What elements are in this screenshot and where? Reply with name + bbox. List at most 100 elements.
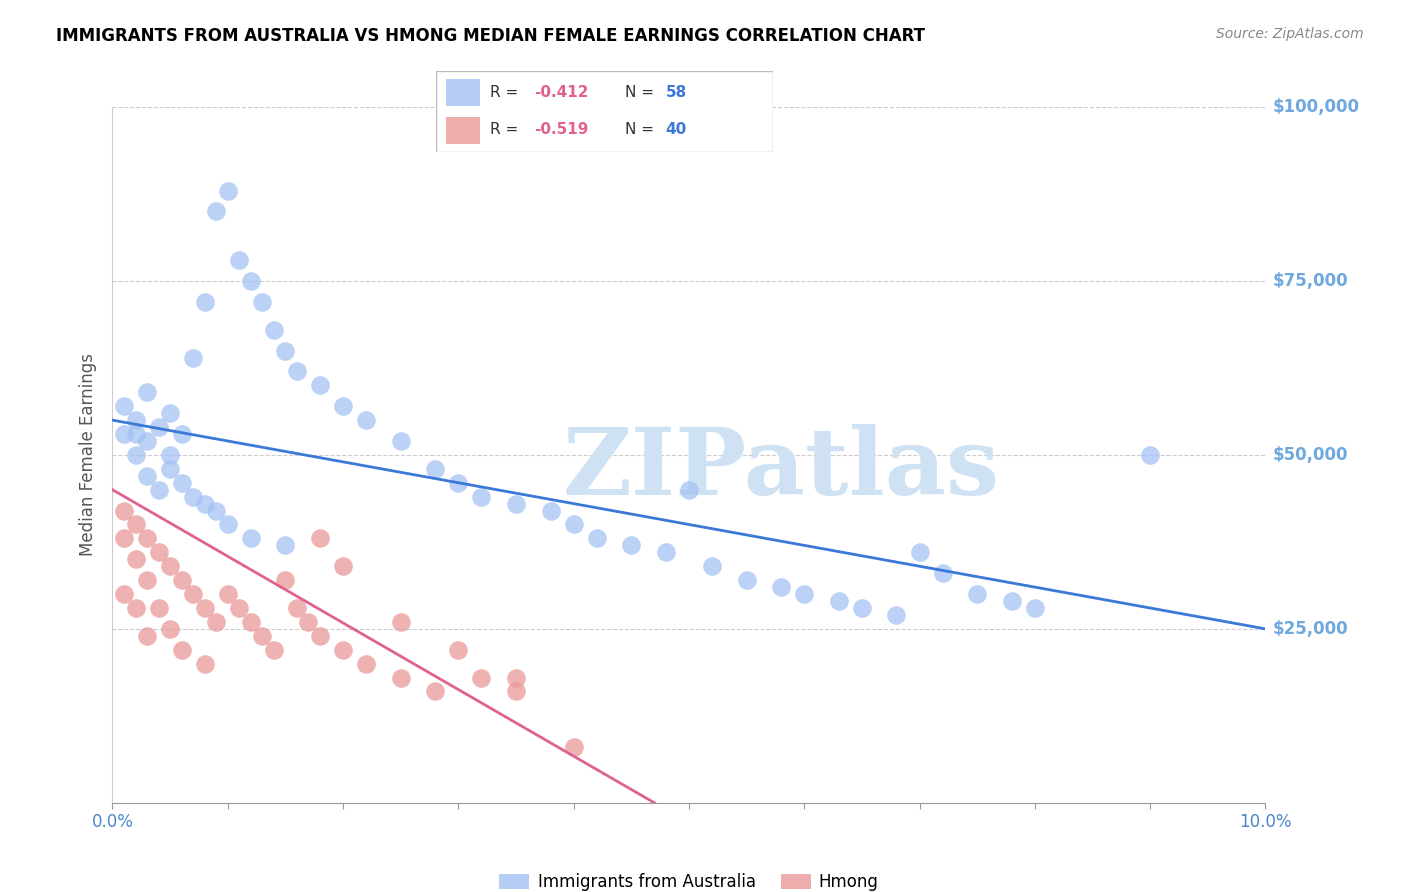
Point bbox=[309, 532, 332, 546]
Text: $75,000: $75,000 bbox=[1272, 272, 1348, 290]
Point bbox=[159, 448, 181, 462]
Point bbox=[540, 503, 562, 517]
Point bbox=[217, 587, 239, 601]
Point bbox=[562, 740, 585, 755]
Point bbox=[124, 413, 146, 427]
Point bbox=[354, 413, 377, 427]
Point bbox=[505, 671, 527, 685]
Text: 58: 58 bbox=[665, 85, 686, 100]
Point bbox=[309, 629, 332, 643]
Point bbox=[252, 294, 274, 309]
Point bbox=[112, 427, 135, 442]
Text: R =: R = bbox=[489, 85, 523, 100]
Text: N =: N = bbox=[624, 85, 658, 100]
Point bbox=[1001, 594, 1024, 608]
Point bbox=[217, 517, 239, 532]
Point bbox=[770, 580, 793, 594]
Point bbox=[181, 587, 204, 601]
Text: $100,000: $100,000 bbox=[1272, 98, 1360, 116]
Point bbox=[274, 538, 297, 552]
Point bbox=[148, 420, 170, 434]
Point bbox=[1024, 601, 1046, 615]
Point bbox=[285, 364, 308, 378]
Point bbox=[136, 434, 159, 448]
Point bbox=[239, 615, 262, 629]
Point bbox=[735, 573, 758, 587]
Point bbox=[274, 573, 297, 587]
Text: -0.412: -0.412 bbox=[534, 85, 588, 100]
Point bbox=[205, 503, 228, 517]
Point bbox=[148, 545, 170, 559]
Point bbox=[181, 351, 204, 365]
Point bbox=[297, 615, 319, 629]
Point bbox=[194, 657, 217, 671]
Point bbox=[136, 468, 159, 483]
Point bbox=[112, 503, 135, 517]
Point bbox=[425, 462, 447, 476]
Point bbox=[170, 642, 193, 657]
Point bbox=[505, 684, 527, 698]
Point bbox=[194, 601, 217, 615]
Legend: Immigrants from Australia, Hmong: Immigrants from Australia, Hmong bbox=[492, 867, 886, 892]
Point bbox=[828, 594, 851, 608]
Point bbox=[136, 532, 159, 546]
Point bbox=[851, 601, 873, 615]
Point bbox=[793, 587, 815, 601]
Point bbox=[136, 385, 159, 400]
Point bbox=[228, 253, 250, 268]
Point bbox=[620, 538, 643, 552]
Text: Source: ZipAtlas.com: Source: ZipAtlas.com bbox=[1216, 27, 1364, 41]
Point bbox=[159, 622, 181, 636]
Y-axis label: Median Female Earnings: Median Female Earnings bbox=[79, 353, 97, 557]
Point bbox=[159, 406, 181, 420]
Point bbox=[124, 427, 146, 442]
Point bbox=[170, 573, 193, 587]
Bar bbox=[446, 117, 479, 144]
Point bbox=[194, 294, 217, 309]
Point bbox=[470, 671, 492, 685]
Point bbox=[239, 274, 262, 288]
Point bbox=[159, 462, 181, 476]
Point bbox=[228, 601, 250, 615]
Point bbox=[170, 427, 193, 442]
Point bbox=[112, 532, 135, 546]
Point bbox=[966, 587, 988, 601]
Point bbox=[389, 615, 412, 629]
Text: R =: R = bbox=[489, 122, 523, 137]
Point bbox=[309, 378, 332, 392]
Text: $50,000: $50,000 bbox=[1272, 446, 1348, 464]
Point bbox=[332, 559, 354, 574]
Point bbox=[678, 483, 700, 497]
Point bbox=[908, 545, 931, 559]
Point bbox=[239, 532, 262, 546]
Bar bbox=[446, 79, 479, 106]
Text: IMMIGRANTS FROM AUSTRALIA VS HMONG MEDIAN FEMALE EARNINGS CORRELATION CHART: IMMIGRANTS FROM AUSTRALIA VS HMONG MEDIA… bbox=[56, 27, 925, 45]
Point bbox=[1139, 448, 1161, 462]
Point bbox=[931, 566, 953, 581]
Point bbox=[447, 475, 470, 490]
Point bbox=[447, 642, 470, 657]
Point bbox=[332, 399, 354, 413]
Point bbox=[136, 573, 159, 587]
Text: ZIPatlas: ZIPatlas bbox=[562, 424, 1000, 514]
Point bbox=[124, 552, 146, 566]
Point bbox=[205, 615, 228, 629]
Point bbox=[124, 448, 146, 462]
Point bbox=[124, 601, 146, 615]
Point bbox=[159, 559, 181, 574]
Point bbox=[194, 497, 217, 511]
Point bbox=[562, 517, 585, 532]
Point bbox=[886, 607, 908, 622]
Point bbox=[332, 642, 354, 657]
Point bbox=[205, 204, 228, 219]
Point bbox=[217, 184, 239, 198]
Point bbox=[585, 532, 607, 546]
Text: 40: 40 bbox=[665, 122, 686, 137]
Point bbox=[136, 629, 159, 643]
Point bbox=[263, 323, 285, 337]
Point bbox=[112, 587, 135, 601]
Text: -0.519: -0.519 bbox=[534, 122, 588, 137]
Point bbox=[470, 490, 492, 504]
Point bbox=[148, 483, 170, 497]
Text: N =: N = bbox=[624, 122, 658, 137]
